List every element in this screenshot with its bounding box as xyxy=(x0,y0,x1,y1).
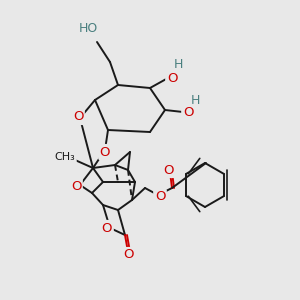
Text: O: O xyxy=(71,179,81,193)
Text: O: O xyxy=(183,106,193,118)
Text: CH₃: CH₃ xyxy=(55,152,75,162)
Text: O: O xyxy=(102,221,112,235)
Text: O: O xyxy=(163,164,173,176)
Text: H: H xyxy=(190,94,200,106)
Text: O: O xyxy=(167,71,177,85)
Text: HO: HO xyxy=(78,22,98,34)
Text: H: H xyxy=(173,58,183,70)
Text: O: O xyxy=(123,248,133,262)
Text: O: O xyxy=(100,146,110,158)
Text: O: O xyxy=(73,110,83,124)
Text: O: O xyxy=(155,190,165,203)
